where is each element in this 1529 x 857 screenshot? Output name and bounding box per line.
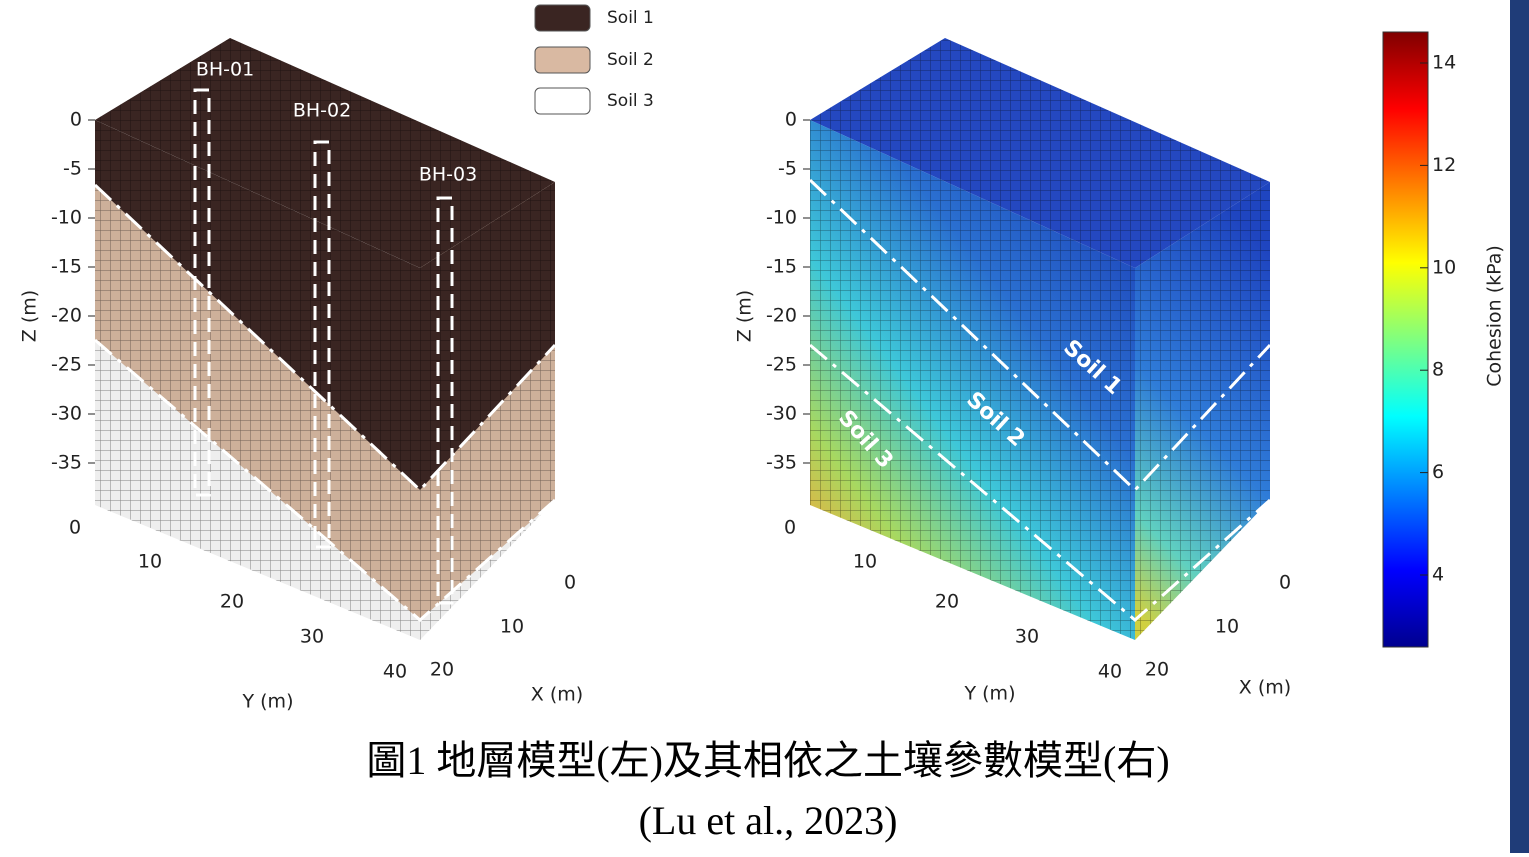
z-tick-label: -25: [51, 354, 82, 376]
y-tick-label: 30: [300, 626, 324, 648]
x-tick-label: 20: [430, 659, 454, 681]
z-tick-label: -35: [766, 452, 797, 474]
y-tick-label: 40: [1098, 661, 1122, 683]
x-tick-label: 0: [564, 572, 576, 594]
z-tick-label: 0: [70, 109, 82, 131]
z-tick-label: -30: [51, 403, 82, 425]
borehole-label: BH-01: [196, 59, 254, 81]
x-tick-label: 20: [1145, 659, 1169, 681]
y-tick-label: 30: [1015, 626, 1039, 648]
caption: (Lu et al., 2023): [639, 798, 898, 843]
x-tick-label: 10: [500, 616, 524, 638]
borehole-label: BH-03: [419, 164, 477, 186]
y-tick-label: 0: [784, 517, 796, 539]
axis-title: Z (m): [734, 290, 756, 342]
z-tick-label: -5: [778, 158, 797, 180]
colorbar-tick-label: 14: [1432, 52, 1456, 74]
z-tick-label: -20: [51, 305, 82, 327]
axis-title: Z (m): [19, 290, 41, 342]
colorbar-tick-label: 6: [1432, 461, 1444, 483]
z-tick-label: -20: [766, 305, 797, 327]
y-tick-label: 10: [138, 551, 162, 573]
legend-swatch: [535, 5, 590, 31]
colorbar: [1383, 32, 1428, 647]
axis-title: Y (m): [242, 691, 294, 713]
z-tick-label: -10: [51, 207, 82, 229]
borehole-label: BH-02: [293, 100, 351, 122]
colorbar-tick-label: 4: [1432, 564, 1444, 586]
z-tick-label: -30: [766, 403, 797, 425]
y-tick-label: 20: [935, 591, 959, 613]
z-tick-label: -35: [51, 452, 82, 474]
y-tick-label: 20: [220, 591, 244, 613]
parameter-model: Soil 1 Soil 2 Soil 3: [810, 38, 1270, 640]
colorbar-tick-label: 8: [1432, 359, 1444, 381]
colorbar-tick-label: 10: [1432, 256, 1456, 278]
legend-swatch: [535, 47, 590, 73]
legend-label: Soil 3: [607, 91, 654, 111]
z-tick-label: 0: [785, 109, 797, 131]
y-tick-label: 0: [69, 517, 81, 539]
figure: Soil 1 Soil 2 Soil 3 BH-01 BH-02 BH-03 S…: [0, 0, 1529, 853]
axis-title: X (m): [1239, 677, 1291, 699]
legend-label: Soil 1: [607, 8, 654, 28]
z-tick-label: -5: [63, 158, 82, 180]
z-tick-label: -15: [51, 256, 82, 278]
colorbar-tick-label: 12: [1432, 154, 1456, 176]
z-tick-label: -25: [766, 354, 797, 376]
axis-title: Y (m): [964, 683, 1016, 705]
legend: Soil 1 Soil 2 Soil 3: [535, 5, 654, 114]
z-tick-label: -15: [766, 256, 797, 278]
y-tick-label: 40: [383, 661, 407, 683]
legend-label: Soil 2: [607, 50, 654, 70]
stratum-model: BH-01 BH-02 BH-03: [95, 38, 555, 640]
y-tick-label: 10: [853, 551, 877, 573]
z-tick-label: -10: [766, 207, 797, 229]
x-tick-label: 10: [1215, 616, 1239, 638]
axis-title: X (m): [531, 684, 583, 706]
x-tick-label: 0: [1279, 572, 1291, 594]
side-strip: [1510, 0, 1529, 853]
caption: 圖1 地層模型(左)及其相依之土壤參數模型(右): [366, 738, 1169, 783]
legend-swatch: [535, 88, 590, 114]
colorbar-label: Cohesion (kPa): [1484, 245, 1506, 387]
